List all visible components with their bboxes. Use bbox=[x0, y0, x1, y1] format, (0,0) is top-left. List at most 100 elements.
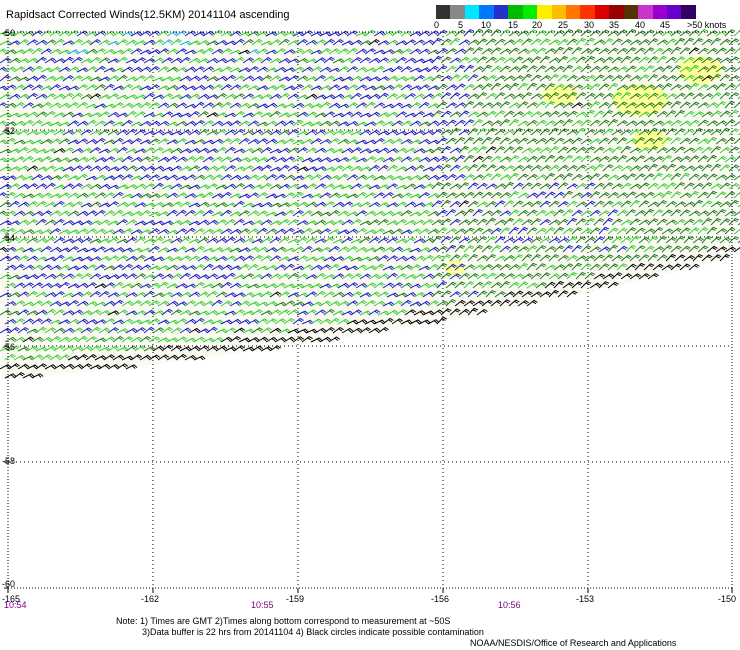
wind-barb bbox=[58, 85, 71, 91]
wind-barb bbox=[85, 66, 97, 73]
wind-barb bbox=[125, 236, 137, 244]
wind-barb bbox=[458, 129, 470, 136]
wind-barb bbox=[215, 146, 227, 154]
wind-barb bbox=[328, 209, 340, 217]
wind-barb bbox=[697, 210, 710, 217]
wind-barb bbox=[647, 201, 660, 208]
wind-barb bbox=[310, 264, 323, 271]
wind-barb bbox=[116, 309, 129, 316]
wind-barb bbox=[661, 245, 673, 253]
wind-barb bbox=[697, 66, 709, 73]
colorbar-label: 40 bbox=[635, 20, 646, 30]
wind-barb bbox=[305, 58, 318, 64]
wind-barb bbox=[67, 157, 80, 163]
wind-barb bbox=[287, 39, 300, 46]
wind-barb bbox=[647, 74, 659, 82]
wind-barb bbox=[701, 164, 713, 172]
wind-barb bbox=[562, 101, 574, 109]
wind-barb bbox=[418, 247, 431, 253]
wind-barb bbox=[31, 373, 44, 379]
wind-barb bbox=[44, 308, 56, 316]
wind-barb bbox=[211, 174, 223, 181]
wind-barb bbox=[152, 94, 165, 100]
wind-barb bbox=[188, 202, 201, 208]
wind-barb bbox=[31, 65, 43, 73]
wind-barb bbox=[161, 148, 174, 154]
wind-barb bbox=[566, 236, 578, 244]
wind-barb bbox=[130, 48, 142, 55]
wind-barb bbox=[319, 283, 332, 289]
wind-barb bbox=[697, 245, 709, 253]
colorbar-label: 20 bbox=[532, 20, 543, 30]
wind-barb bbox=[206, 273, 219, 280]
wind-barb bbox=[4, 318, 17, 325]
wind-barb bbox=[148, 228, 160, 235]
wind-barb bbox=[251, 57, 263, 64]
wind-barb bbox=[278, 291, 290, 298]
wind-barb bbox=[49, 121, 62, 127]
wind-barb bbox=[301, 227, 313, 235]
wind-barb bbox=[175, 66, 188, 73]
colorbar-swatch bbox=[565, 5, 581, 19]
wind-barb bbox=[220, 83, 232, 91]
wind-barb bbox=[643, 191, 655, 199]
wind-barb bbox=[395, 166, 408, 172]
wind-barb bbox=[647, 110, 659, 118]
wind-barb bbox=[103, 103, 116, 109]
wind-barb bbox=[386, 111, 399, 118]
wind-barb bbox=[256, 48, 269, 55]
wind-barb bbox=[211, 282, 224, 289]
wind-barb bbox=[17, 219, 30, 226]
wind-barb bbox=[184, 193, 197, 199]
wind-barb bbox=[94, 137, 106, 145]
wind-barb bbox=[526, 173, 538, 181]
wind-barb bbox=[31, 336, 44, 343]
wind-barb bbox=[67, 210, 80, 217]
wind-barb bbox=[31, 354, 43, 361]
wind-barb bbox=[395, 130, 408, 136]
wind-barb bbox=[229, 137, 241, 145]
wind-barb bbox=[607, 155, 619, 163]
wind-barb bbox=[526, 282, 539, 289]
wind-barb bbox=[400, 138, 413, 145]
wind-barb bbox=[715, 155, 727, 163]
wind-barb bbox=[179, 75, 192, 82]
wind-barb bbox=[665, 163, 676, 172]
wind-barb bbox=[31, 139, 44, 145]
time-label-1: 10:54 bbox=[4, 600, 27, 610]
wind-barb bbox=[575, 37, 587, 46]
wind-barb bbox=[76, 101, 88, 109]
wind-barb bbox=[26, 310, 39, 316]
wind-barb bbox=[368, 148, 381, 154]
wind-barb bbox=[242, 112, 255, 118]
wind-barb bbox=[67, 101, 79, 109]
wind-barb bbox=[148, 138, 160, 145]
wind-barb bbox=[107, 201, 119, 208]
wind-barb bbox=[458, 74, 470, 82]
wind-barb bbox=[521, 253, 533, 262]
wind-barb bbox=[359, 201, 372, 208]
wind-barb bbox=[323, 94, 336, 100]
wind-barb bbox=[517, 82, 528, 91]
wind-barb bbox=[341, 57, 354, 64]
wind-barb bbox=[58, 247, 71, 253]
wind-barb bbox=[107, 255, 119, 262]
wind-barb bbox=[607, 281, 619, 289]
wind-barb bbox=[368, 219, 380, 226]
wind-barb bbox=[202, 319, 215, 325]
wind-barb bbox=[449, 37, 461, 46]
wind-barb bbox=[175, 84, 188, 91]
wind-barb bbox=[85, 156, 98, 163]
wind-barb bbox=[395, 147, 408, 154]
wind-barb bbox=[287, 165, 300, 172]
wind-barb bbox=[215, 129, 227, 136]
wind-barb bbox=[589, 282, 602, 289]
wind-barb bbox=[355, 246, 368, 253]
wind-barb bbox=[413, 39, 426, 46]
wind-barb bbox=[305, 309, 317, 316]
wind-barb bbox=[269, 309, 282, 316]
wind-barb bbox=[602, 147, 615, 154]
wind-barb bbox=[670, 191, 682, 199]
wind-barb bbox=[53, 129, 66, 136]
wind-barb bbox=[296, 94, 309, 100]
